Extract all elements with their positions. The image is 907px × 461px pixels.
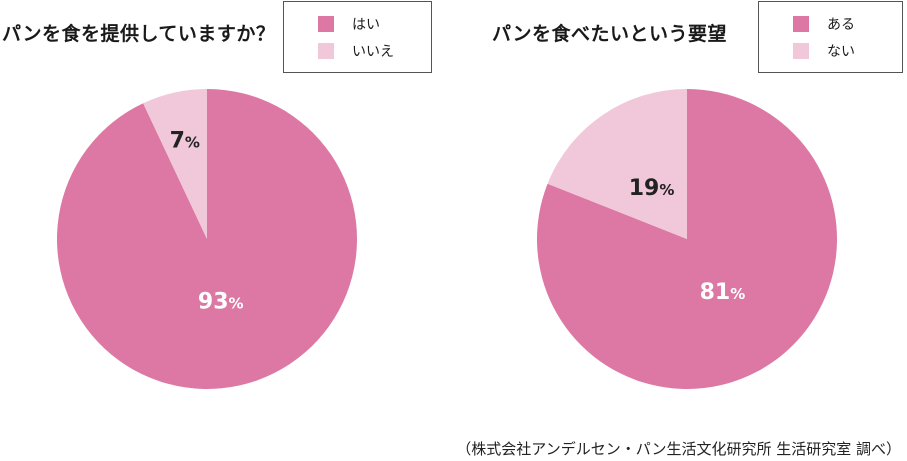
legend-swatch-no <box>793 43 809 59</box>
pie-unit: % <box>659 181 674 199</box>
legend-item: ある <box>793 16 855 33</box>
legend-item: はい <box>318 16 380 33</box>
legend-swatch-yes <box>793 16 809 32</box>
pie-value: 7 <box>170 128 185 153</box>
chart-1-title: パンを食を提供していますか？ <box>2 23 276 45</box>
source-note: （株式会社アンデルセン・パン生活文化研究所 生活研究室 調べ） <box>456 440 901 458</box>
pie-unit: % <box>185 133 200 151</box>
pie-slice-no <box>143 89 207 239</box>
legend-label: いいえ <box>352 44 394 60</box>
chart-2-title: パンを食べたいという要望 <box>492 23 727 45</box>
legend-label: ない <box>827 44 855 60</box>
pie-value: 19 <box>629 176 660 201</box>
legend-item: いいえ <box>318 43 394 60</box>
pie-slice-yes <box>56 89 357 389</box>
legend-item: ない <box>793 43 855 60</box>
pie-unit: % <box>229 294 244 312</box>
pie-data-label: 7% <box>170 128 200 153</box>
pie-unit: % <box>730 285 745 303</box>
chart-2-legend: ある ない <box>758 1 903 73</box>
chart-1-legend: はい いいえ <box>283 1 432 73</box>
pie-data-label: 81% <box>700 280 746 305</box>
chart-1-pie: 93%7% <box>56 89 357 389</box>
pie-slice-no <box>547 89 687 239</box>
legend-label: はい <box>352 17 380 33</box>
pie-value: 81 <box>700 280 731 305</box>
pie-data-label: 93% <box>198 289 244 314</box>
legend-label: ある <box>827 17 855 33</box>
legend-swatch-no <box>318 43 334 59</box>
legend-swatch-yes <box>318 16 334 32</box>
chart-2-pie: 81%19% <box>537 89 837 389</box>
pie-value: 93 <box>198 289 229 314</box>
pie-data-label: 19% <box>629 176 675 201</box>
